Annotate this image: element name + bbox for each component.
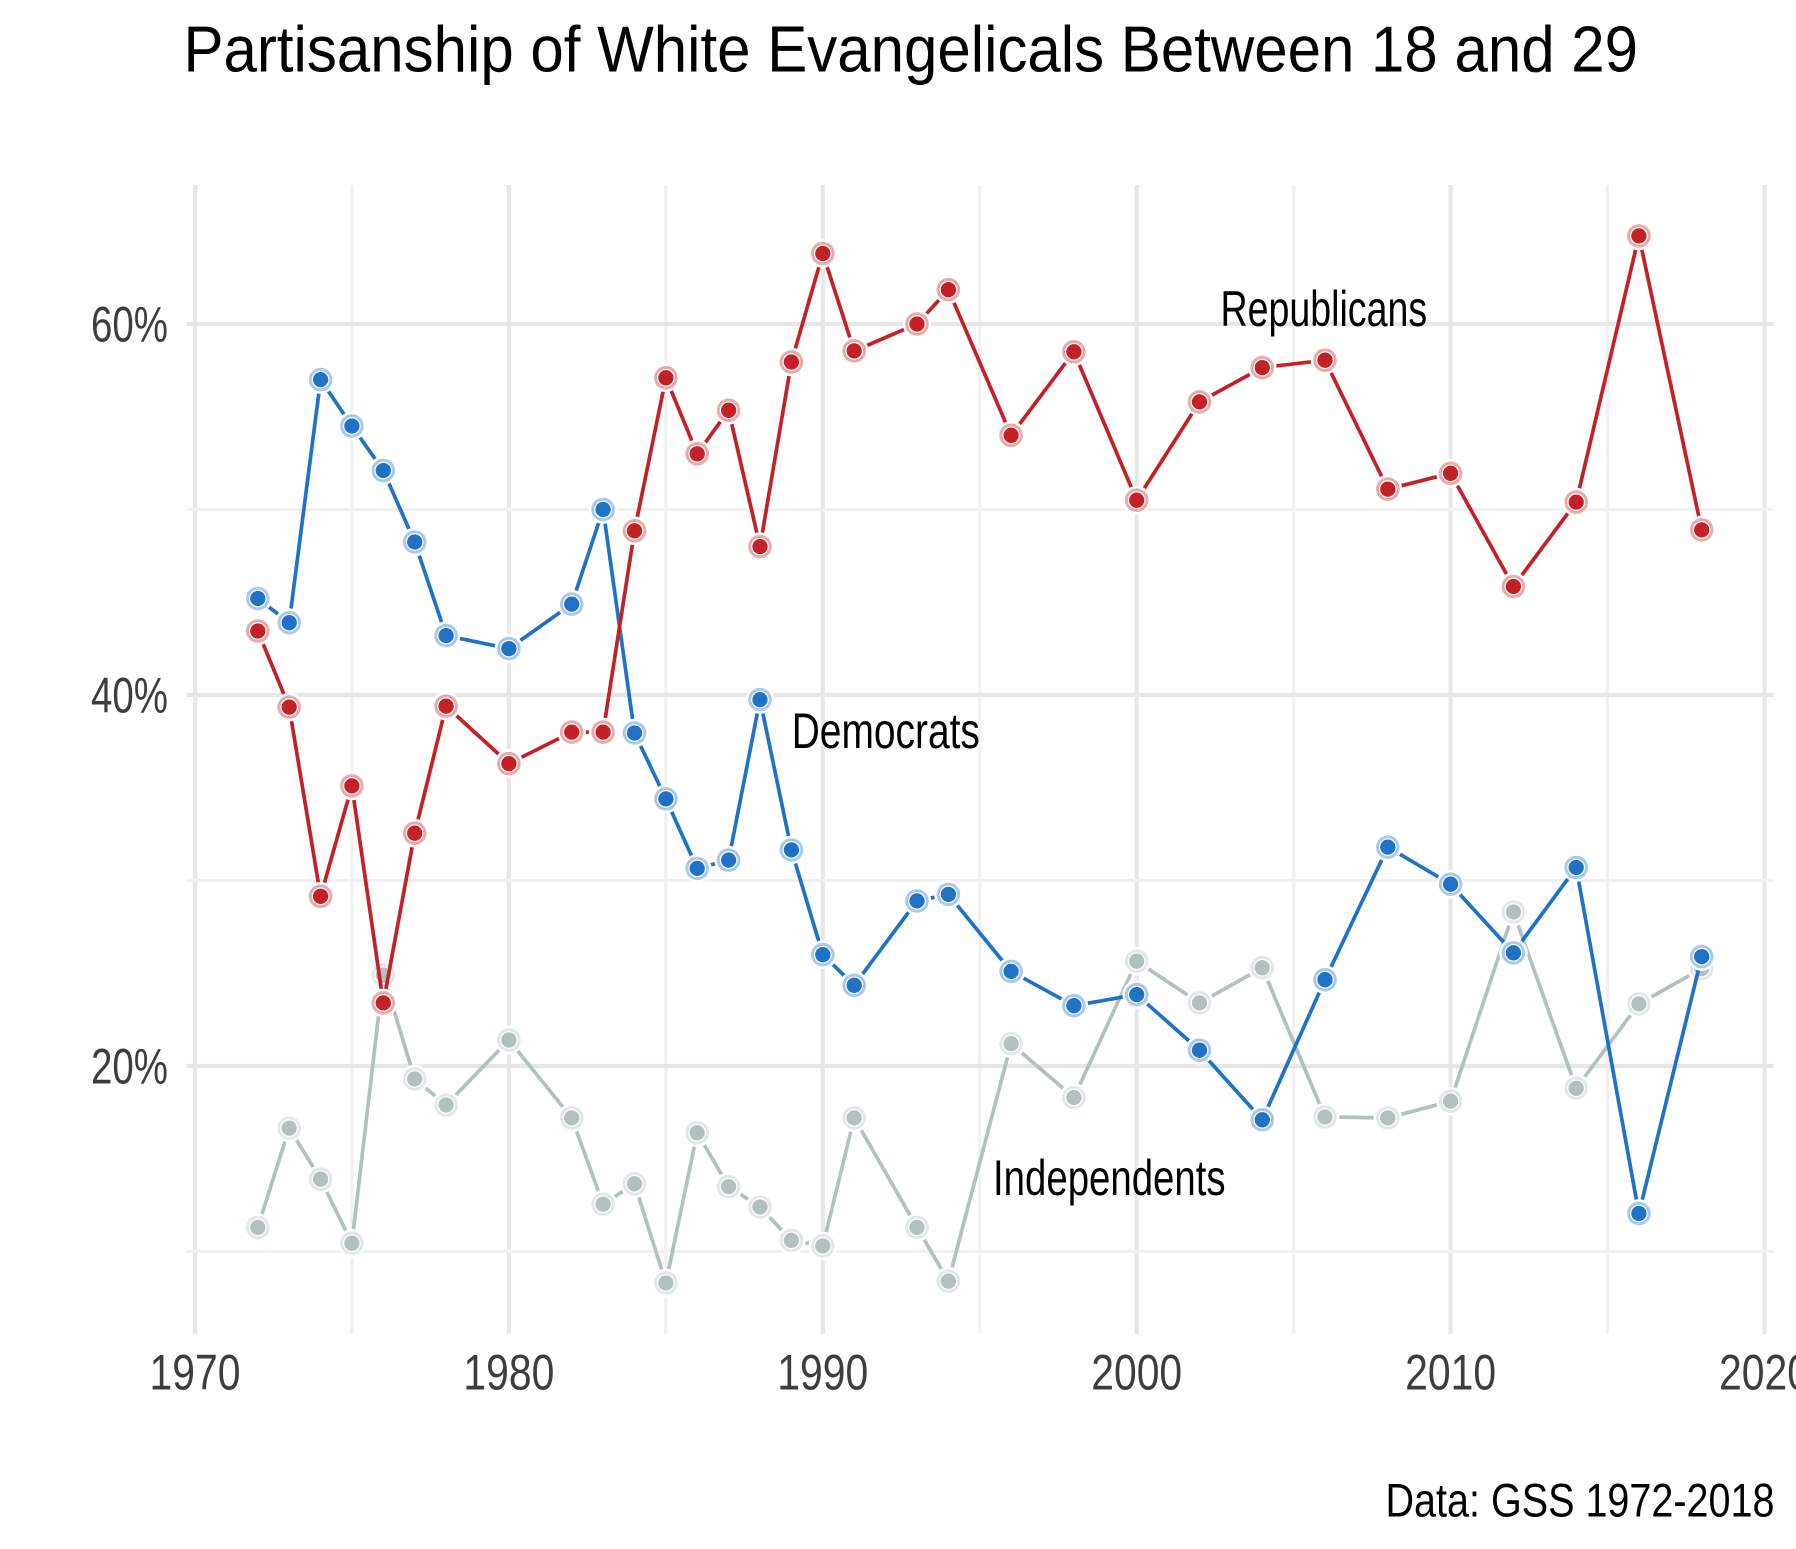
svg-text:2010: 2010 <box>1405 1345 1496 1401</box>
svg-text:Partisanship of White Evangeli: Partisanship of White Evangelicals Betwe… <box>184 13 1639 85</box>
svg-text:Independents: Independents <box>993 1150 1226 1206</box>
svg-text:60%: 60% <box>91 297 168 353</box>
svg-text:20%: 20% <box>91 1039 168 1095</box>
svg-text:Data: GSS 1972-2018: Data: GSS 1972-2018 <box>1386 1473 1775 1526</box>
svg-text:1970: 1970 <box>150 1345 241 1401</box>
svg-text:1980: 1980 <box>463 1345 554 1401</box>
svg-text:Republicans: Republicans <box>1221 281 1428 337</box>
svg-text:2020: 2020 <box>1719 1345 1796 1401</box>
svg-text:40%: 40% <box>91 668 168 724</box>
svg-text:2000: 2000 <box>1091 1345 1182 1401</box>
svg-text:Democrats: Democrats <box>792 703 980 759</box>
svg-text:1990: 1990 <box>777 1345 868 1401</box>
